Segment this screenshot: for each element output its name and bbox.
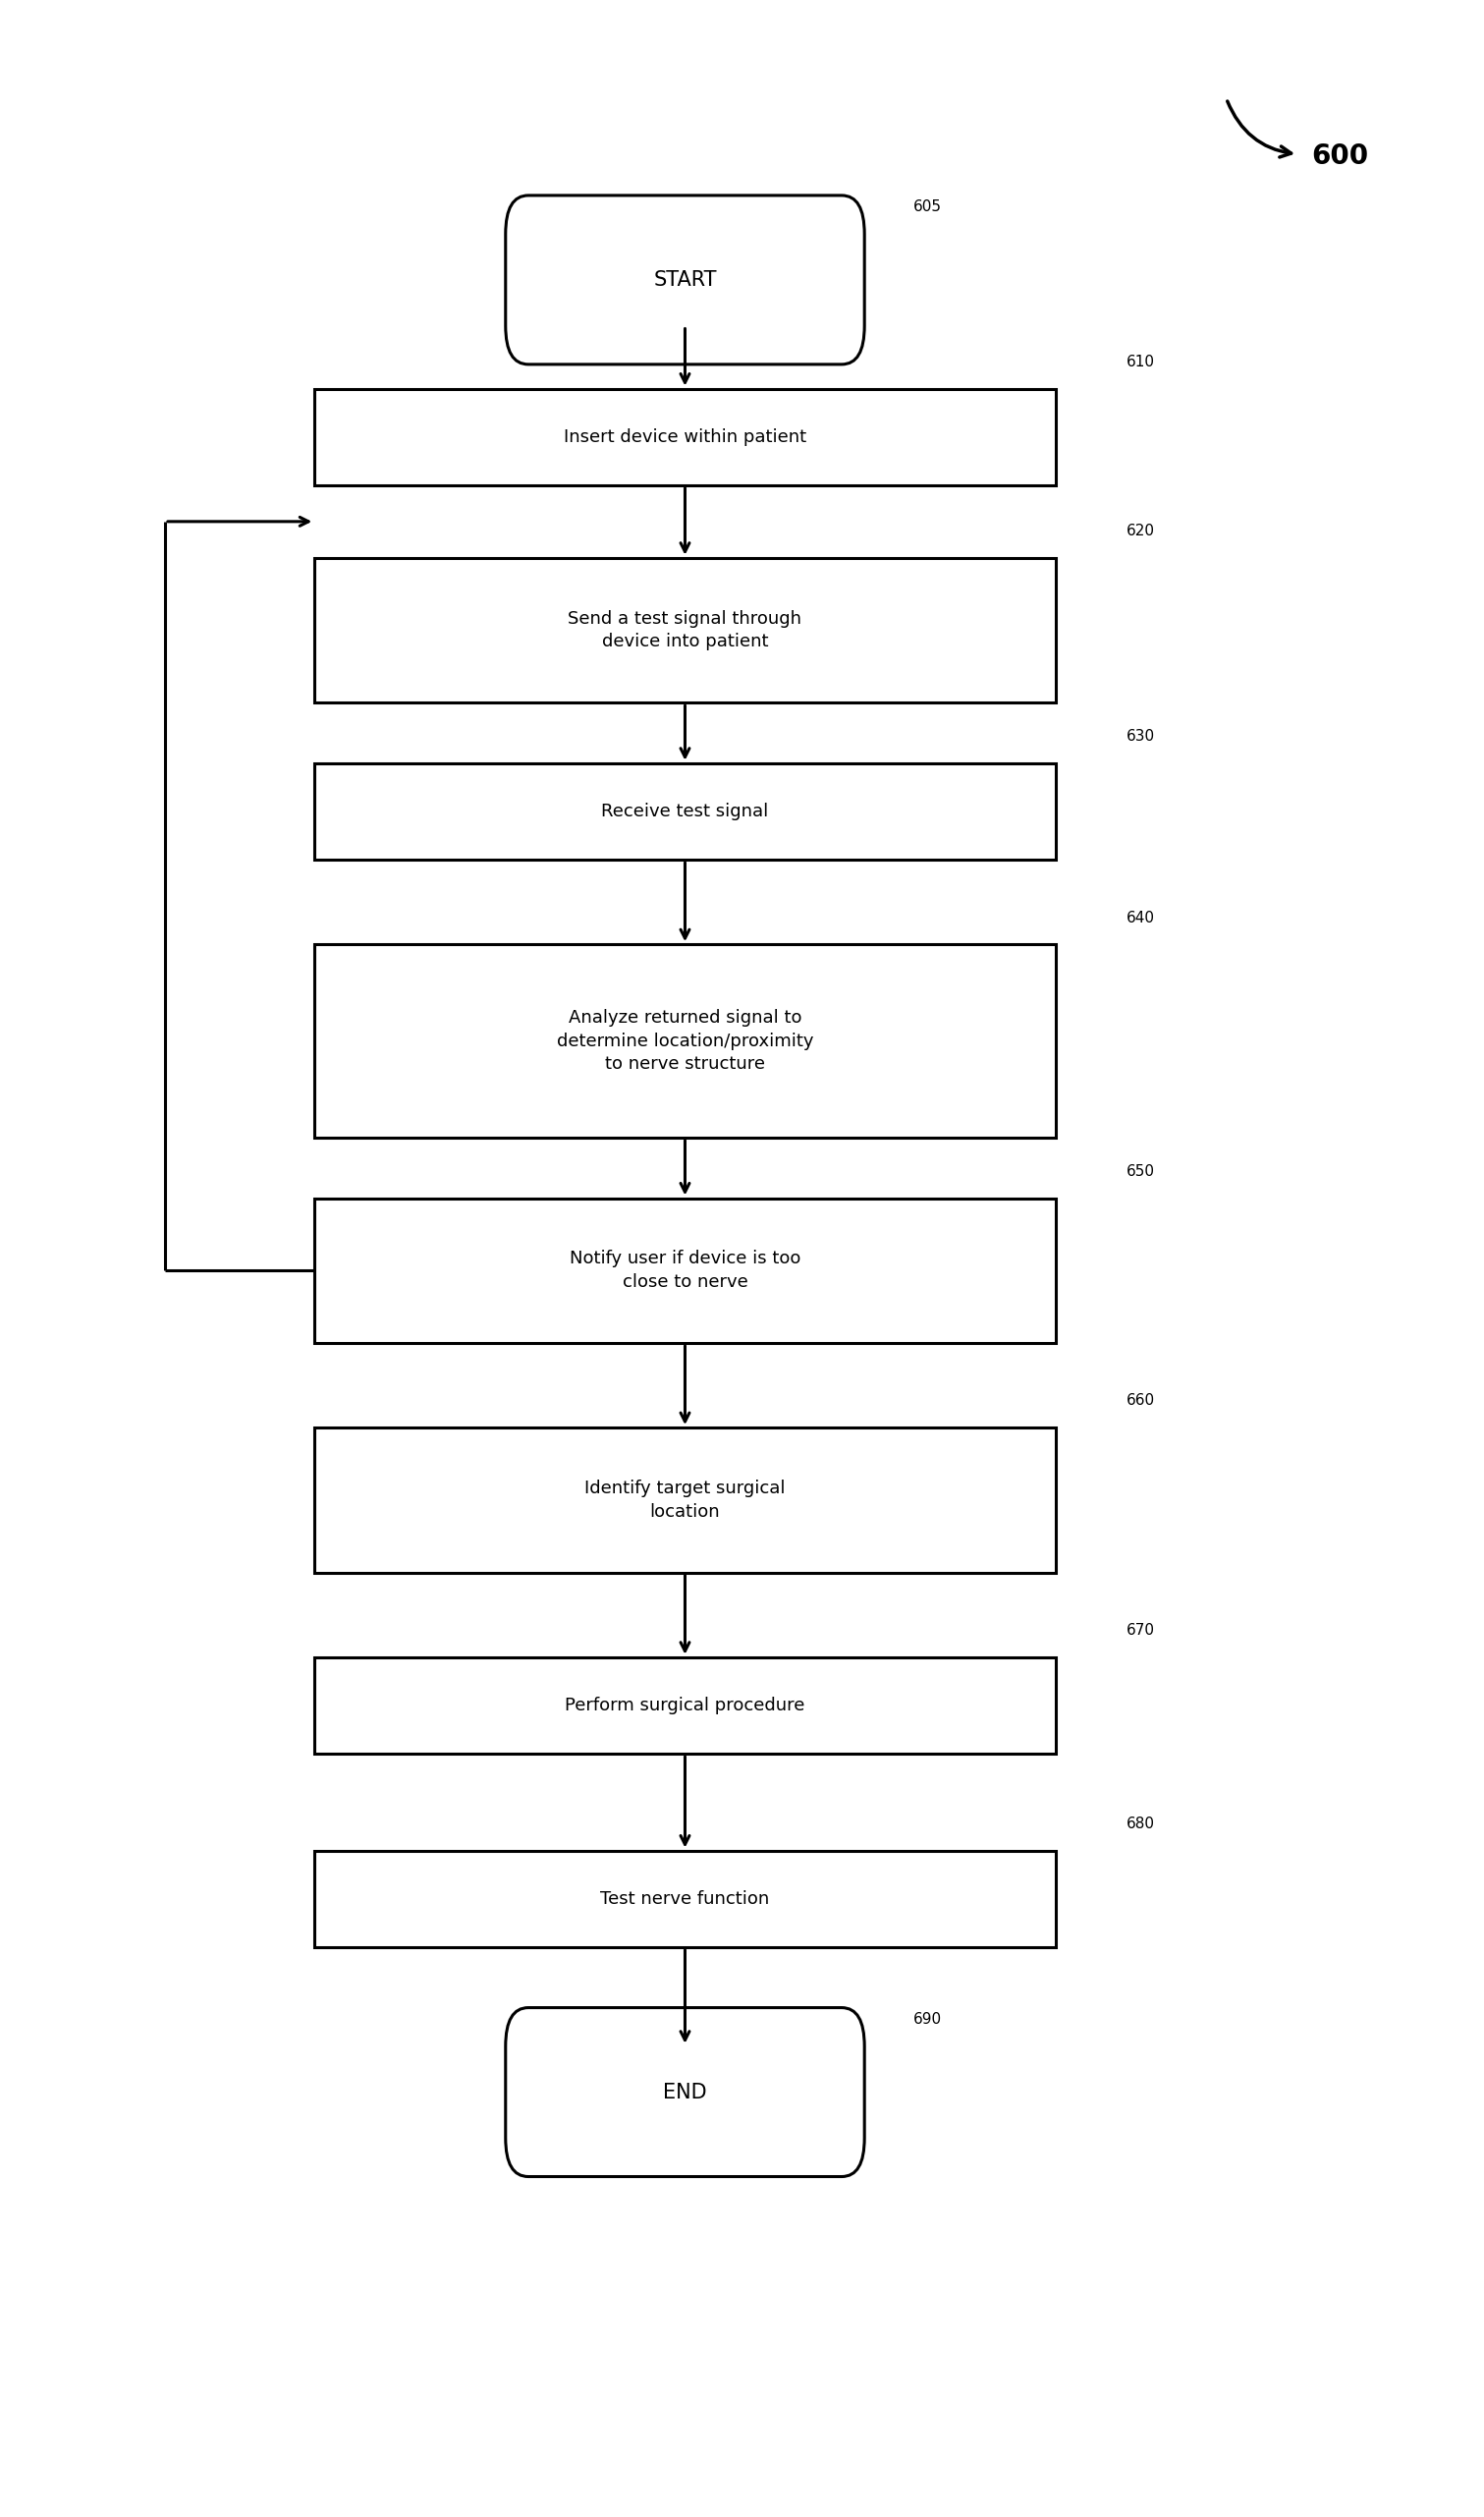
Text: 650: 650 (1126, 1163, 1155, 1178)
Text: Notify user if device is too
close to nerve: Notify user if device is too close to ne… (570, 1251, 800, 1291)
Text: Send a test signal through
device into patient: Send a test signal through device into p… (568, 609, 801, 652)
Text: 605: 605 (913, 199, 941, 214)
Bar (315, 944, 1055, 1138)
Text: START: START (653, 269, 717, 289)
Bar (315, 1656, 1055, 1754)
Text: Insert device within patient: Insert device within patient (564, 428, 806, 446)
Text: 610: 610 (1126, 355, 1155, 370)
Text: 670: 670 (1126, 1623, 1155, 1639)
Text: Analyze returned signal to
determine location/proximity
to nerve structure: Analyze returned signal to determine loc… (556, 1009, 813, 1072)
Bar (315, 559, 1055, 702)
Text: 620: 620 (1126, 524, 1155, 539)
Text: Receive test signal: Receive test signal (601, 803, 769, 821)
Text: END: END (663, 2082, 706, 2102)
Text: 680: 680 (1126, 1817, 1155, 1832)
Bar (315, 1850, 1055, 1948)
Text: 690: 690 (913, 2011, 941, 2026)
Text: 600: 600 (1312, 141, 1368, 169)
Text: Test nerve function: Test nerve function (601, 1890, 770, 1908)
Text: Identify target surgical
location: Identify target surgical location (585, 1480, 785, 1520)
FancyBboxPatch shape (506, 2009, 865, 2177)
Bar (315, 388, 1055, 486)
Bar (315, 1427, 1055, 1573)
Bar (315, 763, 1055, 861)
Text: 660: 660 (1126, 1394, 1155, 1410)
Text: Perform surgical procedure: Perform surgical procedure (565, 1696, 804, 1714)
Bar (315, 1198, 1055, 1344)
Text: 630: 630 (1126, 730, 1155, 745)
FancyBboxPatch shape (506, 196, 865, 365)
Text: 640: 640 (1126, 911, 1155, 926)
